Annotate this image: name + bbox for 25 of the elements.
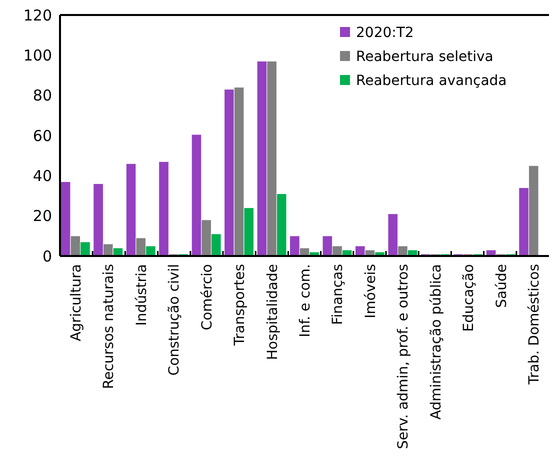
legend-label: Reabertura seletiva [356, 48, 494, 65]
y-tick-label: 100 [23, 46, 52, 64]
y-tick-label: 60 [32, 126, 52, 145]
x-tick-label: Transportes [232, 264, 248, 347]
x-tick-label: Finanças [330, 264, 346, 325]
x-tick-label: Serv. admin, prof. e outros [396, 264, 412, 450]
legend-label: Reabertura avançada [356, 72, 507, 89]
x-tick-label: Inf. e com. [298, 264, 314, 338]
y-tick-label: 80 [32, 86, 52, 105]
x-tick-label: Saúde [494, 264, 510, 308]
x-tick-label: Recursos naturais [101, 264, 118, 389]
y-tick-label: 0 [42, 247, 52, 266]
x-tick-label: Indústria [134, 264, 150, 326]
x-tick-label: Agricultura [68, 264, 84, 342]
x-tick-label: Educação [461, 264, 478, 332]
x-tick-label: Construção civil [166, 264, 183, 376]
y-tick-label: 40 [32, 166, 52, 185]
x-tick-label: Administração pública [428, 264, 444, 420]
x-tick-label: Comércio [199, 264, 216, 330]
y-tick-label: 120 [23, 6, 52, 24]
x-tick-label: Imóveis [362, 264, 379, 318]
x-tick-label: Hospitalidade [264, 264, 281, 360]
legend-label: 2020:T2 [356, 24, 414, 41]
y-tick-label: 20 [32, 207, 52, 226]
x-tick-label: Trab. Domésticos [526, 264, 543, 386]
